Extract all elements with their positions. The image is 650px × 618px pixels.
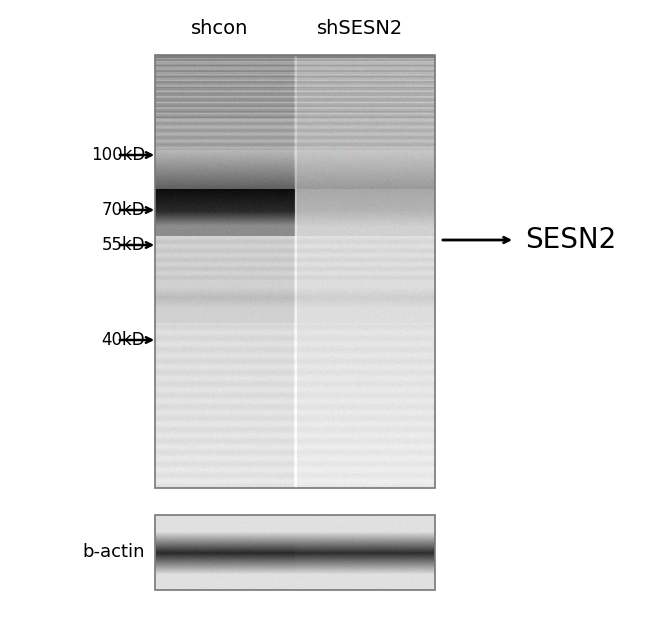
Text: b-actin: b-actin	[83, 543, 145, 561]
Text: 40kD: 40kD	[101, 331, 145, 349]
Text: 70kD: 70kD	[101, 201, 145, 219]
Bar	[155, 55, 435, 488]
Bar	[155, 515, 435, 590]
Text: 100kD: 100kD	[91, 146, 145, 164]
Text: 55kD: 55kD	[101, 236, 145, 254]
Text: shSESN2: shSESN2	[317, 19, 403, 38]
Text: shcon: shcon	[191, 19, 249, 38]
Text: SESN2: SESN2	[525, 226, 616, 254]
